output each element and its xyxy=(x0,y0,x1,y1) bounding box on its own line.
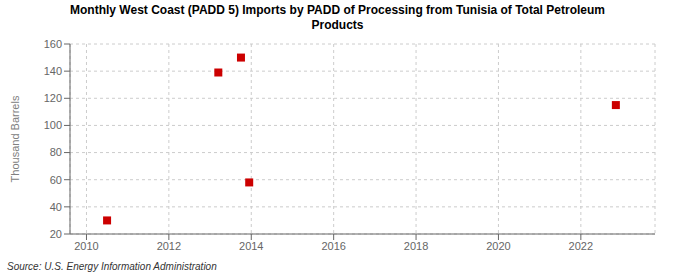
svg-text:Thousand Barrels: Thousand Barrels xyxy=(9,95,21,182)
svg-text:120: 120 xyxy=(44,92,62,104)
svg-text:2018: 2018 xyxy=(404,240,428,252)
svg-text:2020: 2020 xyxy=(486,240,510,252)
svg-text:140: 140 xyxy=(44,65,62,77)
svg-text:100: 100 xyxy=(44,119,62,131)
html-text:Source: U.S. Energy Informatio: Source: U.S. Energy Information Administ… xyxy=(7,261,217,272)
svg-text:2014: 2014 xyxy=(239,240,263,252)
svg-text:2010: 2010 xyxy=(74,240,98,252)
html-text:Products: Products xyxy=(311,18,364,32)
svg-text:20: 20 xyxy=(50,228,62,240)
svg-text:2016: 2016 xyxy=(321,240,345,252)
html-text:Monthly West Coast (PADD 5) Im: Monthly West Coast (PADD 5) Imports by P… xyxy=(70,3,605,17)
svg-text:60: 60 xyxy=(50,174,62,186)
svg-text:2022: 2022 xyxy=(569,240,593,252)
svg-text:40: 40 xyxy=(50,201,62,213)
svg-text:80: 80 xyxy=(50,146,62,158)
svg-text:2012: 2012 xyxy=(157,240,181,252)
svg-text:160: 160 xyxy=(44,38,62,50)
